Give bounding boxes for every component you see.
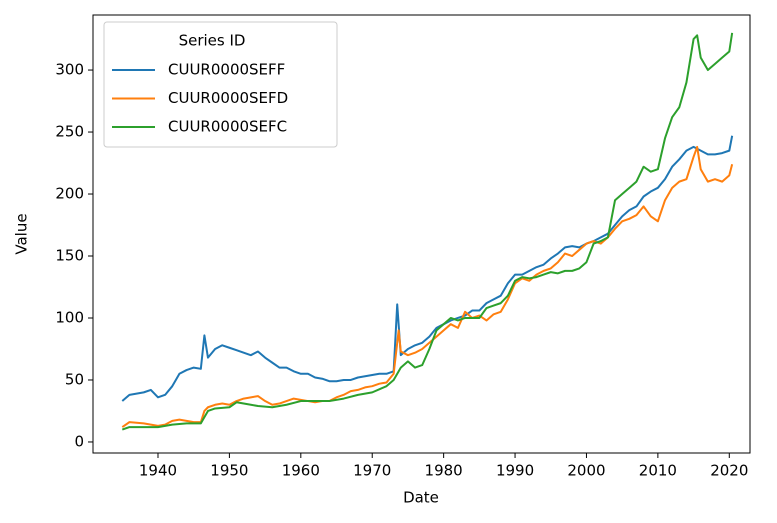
plot — [121, 32, 734, 431]
x-tick-label: 1990 — [496, 462, 534, 480]
legend-label: CUUR0000SEFF — [168, 61, 285, 79]
y-tick-label: 0 — [74, 432, 84, 450]
x-axis-label: Date — [403, 489, 439, 507]
legend-box — [103, 21, 338, 148]
series-line — [121, 145, 734, 428]
y-tick-label: 300 — [55, 61, 84, 79]
x-tick-label: 2010 — [639, 462, 677, 480]
y-axis-label: Value — [13, 213, 31, 254]
series-line — [121, 32, 734, 431]
legend-label: CUUR0000SEFC — [168, 118, 287, 136]
x-tick-label: 1960 — [282, 462, 320, 480]
x-tick-label: 1950 — [210, 462, 248, 480]
y-tick-label: 50 — [65, 370, 84, 388]
x-tick-label: 1970 — [353, 462, 391, 480]
legend-title: Series ID — [179, 32, 246, 50]
series-line — [121, 135, 734, 402]
y-tick-label: 150 — [55, 247, 84, 265]
legend: Series ID CUUR0000SEFF CUUR0000SEFD CUUR00… — [103, 21, 338, 148]
y-tick-label: 250 — [55, 123, 84, 141]
y-tick-label: 100 — [55, 308, 84, 326]
y-tick-label: 200 — [55, 185, 84, 203]
x-tick-label: 2000 — [567, 462, 605, 480]
x-tick-label: 2020 — [710, 462, 748, 480]
plot-frame — [92, 14, 751, 454]
legend-label: CUUR0000SEFD — [168, 89, 288, 107]
x-tick-label: 1940 — [139, 462, 177, 480]
x-tick-label: 1980 — [425, 462, 463, 480]
